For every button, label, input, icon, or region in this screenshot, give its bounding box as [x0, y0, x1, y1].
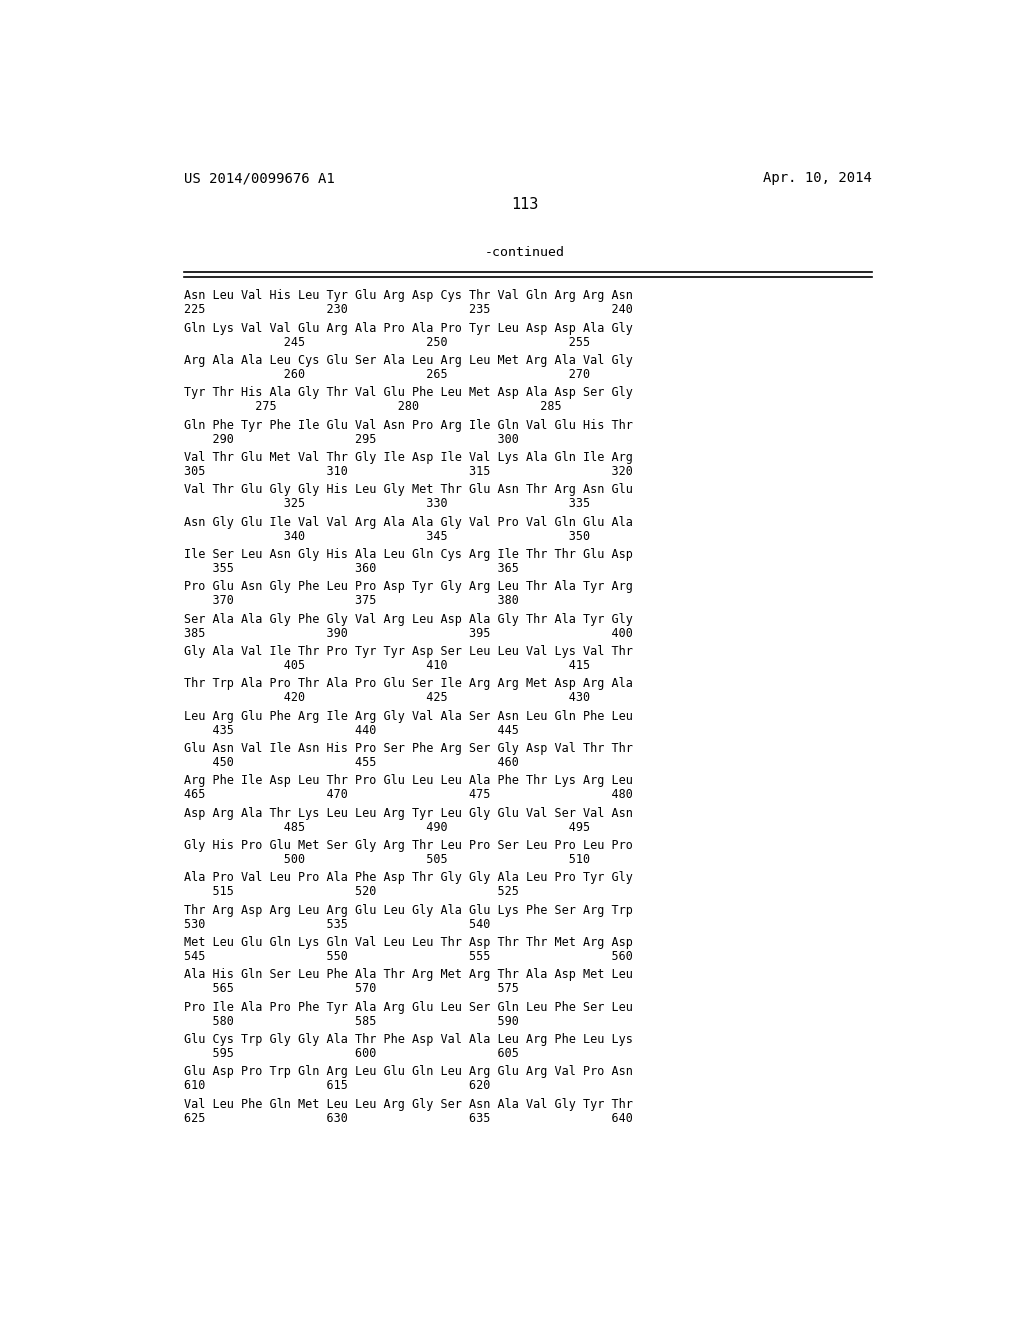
Text: Asn Gly Glu Ile Val Val Arg Ala Ala Gly Val Pro Val Gln Glu Ala: Asn Gly Glu Ile Val Val Arg Ala Ala Gly … [183, 516, 633, 529]
Text: 290                 295                 300: 290 295 300 [183, 433, 519, 446]
Text: 515                 520                 525: 515 520 525 [183, 886, 519, 899]
Text: -continued: -continued [484, 246, 565, 259]
Text: 113: 113 [511, 197, 539, 213]
Text: Pro Glu Asn Gly Phe Leu Pro Asp Tyr Gly Arg Leu Thr Ala Tyr Arg: Pro Glu Asn Gly Phe Leu Pro Asp Tyr Gly … [183, 581, 633, 594]
Text: 355                 360                 365: 355 360 365 [183, 562, 519, 576]
Text: 595                 600                 605: 595 600 605 [183, 1047, 519, 1060]
Text: Thr Trp Ala Pro Thr Ala Pro Glu Ser Ile Arg Arg Met Asp Arg Ala: Thr Trp Ala Pro Thr Ala Pro Glu Ser Ile … [183, 677, 633, 690]
Text: 405                 410                 415: 405 410 415 [183, 659, 590, 672]
Text: 305                 310                 315                 320: 305 310 315 320 [183, 465, 633, 478]
Text: 450                 455                 460: 450 455 460 [183, 756, 519, 770]
Text: Arg Phe Ile Asp Leu Thr Pro Glu Leu Leu Ala Phe Thr Lys Arg Leu: Arg Phe Ile Asp Leu Thr Pro Glu Leu Leu … [183, 775, 633, 788]
Text: 610                 615                 620: 610 615 620 [183, 1080, 490, 1093]
Text: 245                 250                 255: 245 250 255 [183, 335, 590, 348]
Text: 385                 390                 395                 400: 385 390 395 400 [183, 627, 633, 640]
Text: Ala Pro Val Leu Pro Ala Phe Asp Thr Gly Gly Ala Leu Pro Tyr Gly: Ala Pro Val Leu Pro Ala Phe Asp Thr Gly … [183, 871, 633, 884]
Text: Val Thr Glu Met Val Thr Gly Ile Asp Ile Val Lys Ala Gln Ile Arg: Val Thr Glu Met Val Thr Gly Ile Asp Ile … [183, 451, 633, 465]
Text: Pro Ile Ala Pro Phe Tyr Ala Arg Glu Leu Ser Gln Leu Phe Ser Leu: Pro Ile Ala Pro Phe Tyr Ala Arg Glu Leu … [183, 1001, 633, 1014]
Text: 225                 230                 235                 240: 225 230 235 240 [183, 304, 633, 317]
Text: 545                 550                 555                 560: 545 550 555 560 [183, 950, 633, 964]
Text: 580                 585                 590: 580 585 590 [183, 1015, 519, 1028]
Text: 500                 505                 510: 500 505 510 [183, 853, 590, 866]
Text: Asn Leu Val His Leu Tyr Glu Arg Asp Cys Thr Val Gln Arg Arg Asn: Asn Leu Val His Leu Tyr Glu Arg Asp Cys … [183, 289, 633, 302]
Text: Arg Ala Ala Leu Cys Glu Ser Ala Leu Arg Leu Met Arg Ala Val Gly: Arg Ala Ala Leu Cys Glu Ser Ala Leu Arg … [183, 354, 633, 367]
Text: Gly Ala Val Ile Thr Pro Tyr Tyr Asp Ser Leu Leu Val Lys Val Thr: Gly Ala Val Ile Thr Pro Tyr Tyr Asp Ser … [183, 645, 633, 659]
Text: Tyr Thr His Ala Gly Thr Val Glu Phe Leu Met Asp Ala Asp Ser Gly: Tyr Thr His Ala Gly Thr Val Glu Phe Leu … [183, 387, 633, 400]
Text: Gly His Pro Glu Met Ser Gly Arg Thr Leu Pro Ser Leu Pro Leu Pro: Gly His Pro Glu Met Ser Gly Arg Thr Leu … [183, 840, 633, 853]
Text: Glu Cys Trp Gly Gly Ala Thr Phe Asp Val Ala Leu Arg Phe Leu Lys: Glu Cys Trp Gly Gly Ala Thr Phe Asp Val … [183, 1034, 633, 1047]
Text: 260                 265                 270: 260 265 270 [183, 368, 590, 381]
Text: Leu Arg Glu Phe Arg Ile Arg Gly Val Ala Ser Asn Leu Gln Phe Leu: Leu Arg Glu Phe Arg Ile Arg Gly Val Ala … [183, 710, 633, 723]
Text: Ser Ala Ala Gly Phe Gly Val Arg Leu Asp Ala Gly Thr Ala Tyr Gly: Ser Ala Ala Gly Phe Gly Val Arg Leu Asp … [183, 612, 633, 626]
Text: Thr Arg Asp Arg Leu Arg Glu Leu Gly Ala Glu Lys Phe Ser Arg Trp: Thr Arg Asp Arg Leu Arg Glu Leu Gly Ala … [183, 904, 633, 917]
Text: Apr. 10, 2014: Apr. 10, 2014 [763, 172, 872, 185]
Text: 370                 375                 380: 370 375 380 [183, 594, 519, 607]
Text: Val Thr Glu Gly Gly His Leu Gly Met Thr Glu Asn Thr Arg Asn Glu: Val Thr Glu Gly Gly His Leu Gly Met Thr … [183, 483, 633, 496]
Text: Gln Phe Tyr Phe Ile Glu Val Asn Pro Arg Ile Gln Val Glu His Thr: Gln Phe Tyr Phe Ile Glu Val Asn Pro Arg … [183, 418, 633, 432]
Text: Asp Arg Ala Thr Lys Leu Leu Arg Tyr Leu Gly Glu Val Ser Val Asn: Asp Arg Ala Thr Lys Leu Leu Arg Tyr Leu … [183, 807, 633, 820]
Text: US 2014/0099676 A1: US 2014/0099676 A1 [183, 172, 335, 185]
Text: Val Leu Phe Gln Met Leu Leu Arg Gly Ser Asn Ala Val Gly Tyr Thr: Val Leu Phe Gln Met Leu Leu Arg Gly Ser … [183, 1098, 633, 1111]
Text: 275                 280                 285: 275 280 285 [183, 400, 561, 413]
Text: 530                 535                 540: 530 535 540 [183, 917, 490, 931]
Text: Gln Lys Val Val Glu Arg Ala Pro Ala Pro Tyr Leu Asp Asp Ala Gly: Gln Lys Val Val Glu Arg Ala Pro Ala Pro … [183, 322, 633, 335]
Text: 420                 425                 430: 420 425 430 [183, 692, 590, 705]
Text: Ile Ser Leu Asn Gly His Ala Leu Gln Cys Arg Ile Thr Thr Glu Asp: Ile Ser Leu Asn Gly His Ala Leu Gln Cys … [183, 548, 633, 561]
Text: 485                 490                 495: 485 490 495 [183, 821, 590, 834]
Text: 325                 330                 335: 325 330 335 [183, 498, 590, 511]
Text: 625                 630                 635                 640: 625 630 635 640 [183, 1111, 633, 1125]
Text: Met Leu Glu Gln Lys Gln Val Leu Leu Thr Asp Thr Thr Met Arg Asp: Met Leu Glu Gln Lys Gln Val Leu Leu Thr … [183, 936, 633, 949]
Text: 340                 345                 350: 340 345 350 [183, 529, 590, 543]
Text: 565                 570                 575: 565 570 575 [183, 982, 519, 995]
Text: Glu Asp Pro Trp Gln Arg Leu Glu Gln Leu Arg Glu Arg Val Pro Asn: Glu Asp Pro Trp Gln Arg Leu Glu Gln Leu … [183, 1065, 633, 1078]
Text: 435                 440                 445: 435 440 445 [183, 723, 519, 737]
Text: Glu Asn Val Ile Asn His Pro Ser Phe Arg Ser Gly Asp Val Thr Thr: Glu Asn Val Ile Asn His Pro Ser Phe Arg … [183, 742, 633, 755]
Text: Ala His Gln Ser Leu Phe Ala Thr Arg Met Arg Thr Ala Asp Met Leu: Ala His Gln Ser Leu Phe Ala Thr Arg Met … [183, 969, 633, 982]
Text: 465                 470                 475                 480: 465 470 475 480 [183, 788, 633, 801]
